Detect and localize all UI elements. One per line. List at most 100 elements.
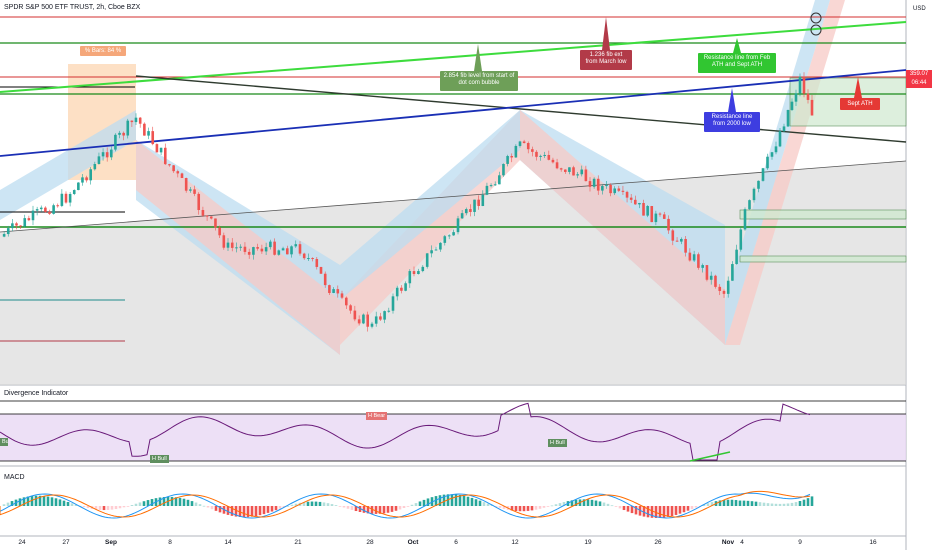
macd-histogram-bar	[306, 501, 310, 506]
macd-histogram-bar	[314, 501, 318, 506]
projection-marker-2	[810, 24, 822, 36]
candle-body	[613, 188, 617, 194]
candle-body	[766, 156, 769, 169]
macd-histogram-bar	[322, 502, 326, 506]
macd-histogram-bar	[602, 502, 606, 506]
time-tick-4: 4	[740, 539, 744, 546]
macd-histogram-bar	[790, 502, 794, 506]
candle-body	[709, 275, 713, 280]
channel-aug-upper	[0, 110, 136, 220]
macd-histogram-bar	[274, 506, 278, 511]
candle-body	[285, 248, 289, 255]
candle-body	[357, 319, 361, 324]
macd-histogram-bar	[198, 504, 202, 506]
candle-body	[434, 249, 438, 251]
macd-histogram-bar	[354, 506, 358, 512]
candle-body	[650, 206, 654, 223]
macd-histogram-bar	[22, 497, 26, 506]
candle-body	[563, 169, 567, 172]
candle-body	[609, 184, 612, 194]
macd-histogram-bar	[686, 506, 690, 511]
candle-body	[498, 175, 501, 185]
candle-body	[658, 213, 662, 215]
macd-histogram-bar	[622, 506, 626, 511]
macd-histogram-bar	[290, 504, 294, 506]
macd-histogram-bar	[478, 500, 482, 506]
candle-body	[798, 76, 802, 94]
macd-histogram-bar	[538, 506, 542, 509]
macd-histogram-bar	[626, 506, 630, 512]
macd-histogram-bar	[126, 506, 130, 507]
macd-histogram-bar	[194, 502, 198, 506]
macd-histogram-bar	[482, 502, 486, 506]
candle-body	[15, 223, 18, 226]
macd-histogram-bar	[42, 496, 46, 506]
candle-body	[93, 164, 97, 170]
candle-body	[252, 247, 255, 255]
candle-body	[531, 149, 534, 152]
macd-histogram-bar	[6, 502, 10, 506]
candle-body	[806, 93, 810, 100]
candle-body	[714, 275, 717, 287]
macd-histogram-bar	[326, 503, 330, 506]
macd-histogram-bar	[254, 506, 258, 517]
macd-histogram-bar	[46, 496, 50, 506]
candle-body	[11, 223, 14, 229]
candle-body	[379, 316, 382, 320]
candle-body	[273, 241, 276, 255]
macd-histogram-bar	[362, 506, 366, 513]
macd-histogram-bar	[130, 505, 134, 506]
macd-histogram-bar	[226, 506, 230, 515]
candle-body	[705, 265, 709, 280]
candle-body	[230, 242, 234, 248]
candle-body	[543, 154, 547, 156]
macd-histogram-bar	[658, 506, 662, 518]
candle-body	[109, 149, 113, 158]
candle-body	[735, 249, 738, 265]
candle-body	[601, 186, 604, 191]
macd-histogram-bar	[350, 506, 354, 510]
macd-histogram-bar	[366, 506, 370, 514]
macd-histogram-bar	[94, 506, 98, 510]
candle-body	[60, 193, 64, 206]
macd-histogram-bar	[346, 506, 350, 509]
candle-body	[802, 76, 806, 94]
macd-histogram-bar	[586, 499, 590, 506]
macd-histogram-bar	[58, 499, 62, 506]
time-tick-28: 28	[366, 539, 374, 546]
time-tick-12: 12	[511, 539, 519, 546]
macd-histogram-bar	[782, 503, 786, 506]
macd-histogram-bar	[718, 500, 722, 506]
candle-body	[757, 180, 760, 189]
time-tick-19: 19	[584, 539, 592, 546]
macd-histogram-bar	[162, 497, 166, 506]
candle-body	[526, 143, 530, 150]
candle-body	[675, 240, 679, 242]
candle-body	[551, 159, 555, 163]
candle-body	[23, 218, 27, 227]
macd-histogram-bar	[122, 506, 126, 508]
macd-histogram-bar	[522, 506, 526, 512]
candle-body	[193, 189, 196, 194]
candle-body	[539, 155, 542, 157]
candle-body	[761, 168, 765, 181]
candle-body	[404, 283, 407, 291]
candle-body	[559, 168, 563, 170]
macd-histogram-bar	[542, 506, 546, 508]
time-tick-27: 27	[62, 539, 70, 546]
candle-body	[319, 266, 323, 274]
candle-body	[52, 205, 55, 214]
macd-histogram-bar	[598, 501, 602, 506]
macd-histogram-bar	[66, 501, 70, 506]
macd-pane-title: MACD	[4, 474, 25, 481]
candle-body	[277, 250, 281, 255]
candle-body	[481, 194, 485, 206]
divergence-label-bull: Bull	[0, 438, 8, 446]
candle-body	[400, 287, 403, 291]
candle-body	[349, 305, 352, 311]
candle-body	[752, 188, 756, 201]
candle-body	[387, 310, 391, 312]
macd-histogram-bar	[470, 497, 474, 506]
candle-body	[328, 285, 331, 293]
